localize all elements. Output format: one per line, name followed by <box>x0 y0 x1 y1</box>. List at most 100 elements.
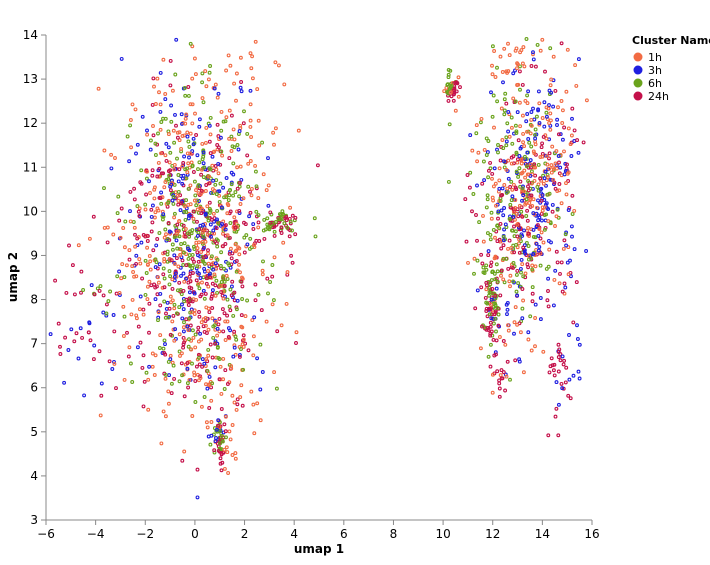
data-point-6h <box>526 244 531 248</box>
data-point-24h <box>223 429 228 434</box>
data-point-24h <box>219 407 224 411</box>
data-point-1h <box>122 245 127 250</box>
data-point-1h <box>203 140 208 145</box>
data-point-1h <box>203 315 208 320</box>
data-point-1h <box>145 245 150 250</box>
data-point-3h <box>486 249 491 254</box>
data-point-1h <box>180 164 185 169</box>
data-point-6h <box>524 37 529 41</box>
data-point-3h <box>237 211 242 215</box>
data-point-24h <box>259 308 264 313</box>
data-point-3h <box>198 331 203 336</box>
data-point-6h <box>182 320 186 325</box>
data-point-3h <box>205 386 210 391</box>
data-point-3h <box>533 136 538 141</box>
data-point-3h <box>172 274 177 279</box>
data-point-1h <box>205 232 210 237</box>
data-point-1h <box>509 245 514 250</box>
data-point-24h <box>499 193 503 198</box>
data-point-3h <box>66 348 71 352</box>
data-point-6h <box>529 144 534 149</box>
data-point-1h <box>537 122 542 127</box>
data-point-24h <box>217 377 222 382</box>
data-point-3h <box>531 211 536 216</box>
data-point-3h <box>551 104 556 109</box>
data-point-1h <box>479 116 484 121</box>
data-point-24h <box>253 282 258 287</box>
data-point-24h <box>228 308 233 313</box>
data-point-1h <box>121 226 126 230</box>
data-point-3h <box>128 209 132 214</box>
data-point-1h <box>119 276 124 281</box>
data-point-24h <box>200 364 205 369</box>
data-point-3h <box>515 110 520 115</box>
data-point-24h <box>547 156 551 161</box>
data-point-1h <box>241 344 246 349</box>
data-point-6h <box>224 435 228 440</box>
data-point-1h <box>516 82 521 87</box>
data-point-3h <box>576 57 581 62</box>
data-point-1h <box>193 111 197 116</box>
data-point-1h <box>199 404 204 409</box>
data-point-6h <box>271 298 276 303</box>
data-point-6h <box>166 201 170 205</box>
data-point-1h <box>525 101 530 106</box>
data-point-24h <box>232 329 237 334</box>
data-point-1h <box>546 219 551 224</box>
data-point-3h <box>117 269 122 274</box>
data-point-3h <box>159 190 164 195</box>
data-point-24h <box>534 252 539 257</box>
data-point-3h <box>518 266 523 271</box>
data-point-6h <box>485 193 490 198</box>
data-point-1h <box>243 314 248 319</box>
data-point-24h <box>207 139 212 144</box>
data-point-3h <box>111 313 116 317</box>
data-point-3h <box>223 227 228 232</box>
data-point-6h <box>514 289 519 294</box>
data-point-1h <box>497 199 502 203</box>
data-point-24h <box>56 321 61 326</box>
data-point-6h <box>563 232 568 237</box>
data-point-24h <box>530 299 535 304</box>
data-point-24h <box>222 422 227 427</box>
legend-item-1h: 1h <box>633 51 662 64</box>
data-point-24h <box>546 304 551 309</box>
data-point-6h <box>514 272 519 277</box>
data-point-3h <box>482 178 487 183</box>
data-point-24h <box>223 368 228 373</box>
data-point-3h <box>101 310 106 315</box>
data-point-24h <box>91 214 96 219</box>
data-point-24h <box>187 296 192 301</box>
data-point-6h <box>184 176 189 181</box>
data-point-6h <box>98 284 103 289</box>
data-point-3h <box>201 150 206 155</box>
data-point-24h <box>149 207 154 212</box>
data-point-24h <box>199 172 204 177</box>
data-point-1h <box>522 144 527 149</box>
data-point-24h <box>488 264 493 268</box>
data-point-24h <box>63 335 68 340</box>
data-point-1h <box>499 106 504 111</box>
data-point-1h <box>102 225 107 230</box>
data-point-1h <box>222 447 227 452</box>
data-point-3h <box>170 198 175 203</box>
data-point-6h <box>157 346 162 350</box>
data-point-24h <box>150 168 155 173</box>
data-point-3h <box>195 153 200 158</box>
data-point-24h <box>221 329 226 334</box>
data-point-6h <box>167 269 172 274</box>
data-point-1h <box>474 123 479 128</box>
data-point-6h <box>177 349 182 354</box>
data-point-3h <box>247 214 252 219</box>
data-point-6h <box>490 44 495 49</box>
data-point-3h <box>536 213 541 218</box>
data-point-24h <box>210 355 215 360</box>
data-point-3h <box>173 271 178 276</box>
data-point-6h <box>235 143 240 147</box>
data-point-6h <box>524 214 529 218</box>
data-point-6h <box>171 195 176 200</box>
data-point-24h <box>240 403 245 408</box>
data-point-3h <box>510 194 515 199</box>
data-point-3h <box>201 245 206 250</box>
data-point-1h <box>134 316 139 321</box>
